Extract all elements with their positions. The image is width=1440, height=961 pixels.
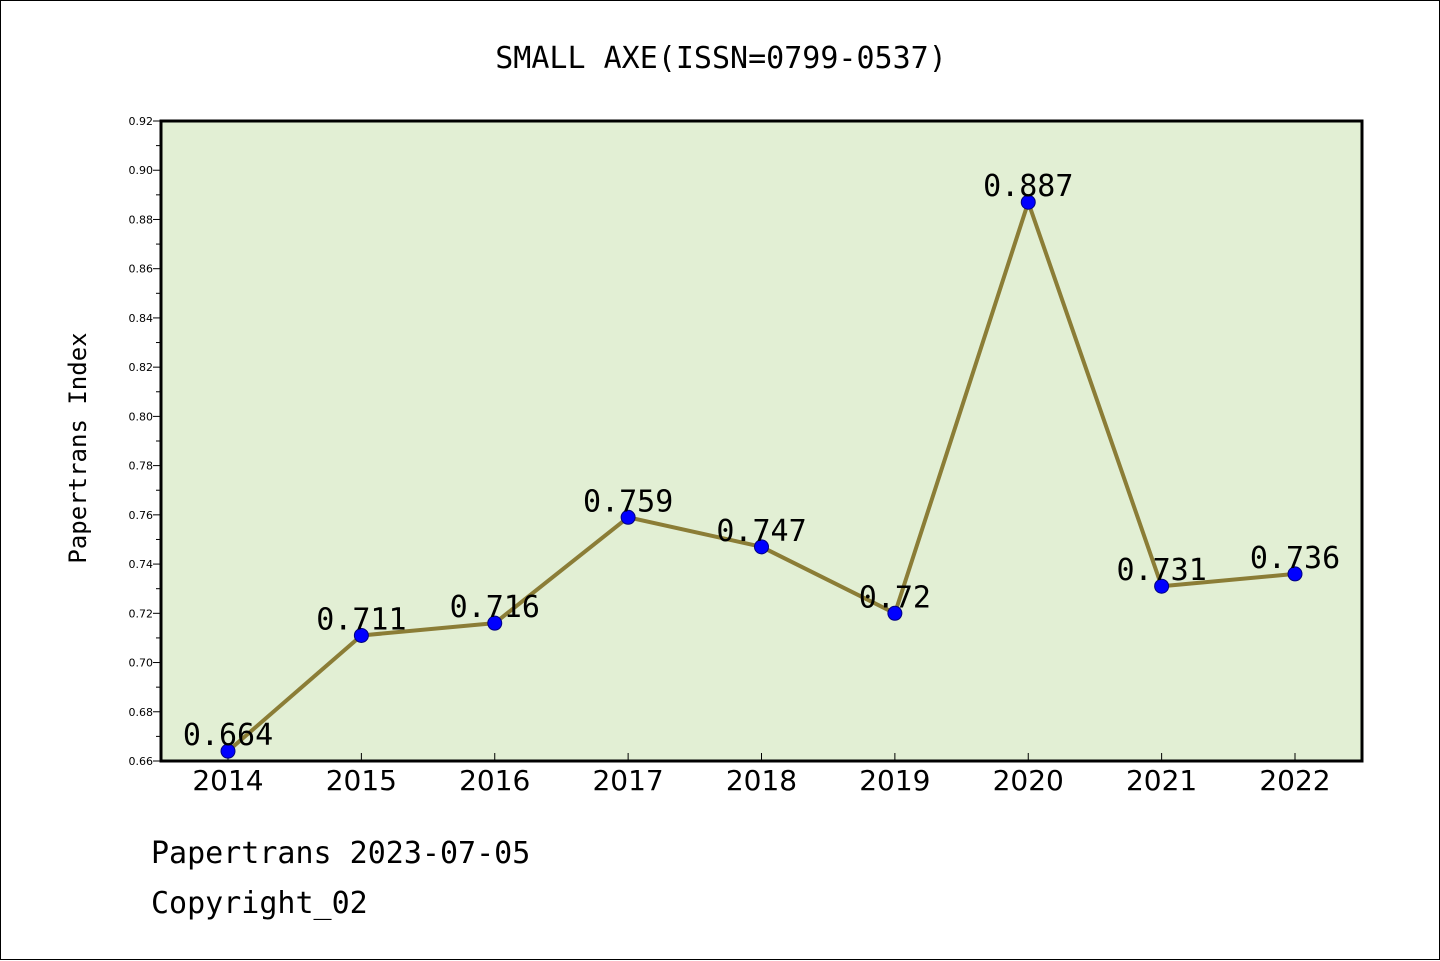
footer-date: Papertrans 2023-07-05 — [151, 836, 531, 871]
data-label: 0.72 — [859, 580, 931, 615]
x-tick-label: 2021 — [1126, 764, 1197, 797]
data-point — [487, 615, 503, 631]
y-tick-label: 0.74 — [129, 558, 154, 571]
y-tick-label: 0.80 — [129, 410, 154, 423]
x-tick-label: 2016 — [459, 764, 530, 797]
y-axis-label: Papertrans Index — [64, 332, 92, 563]
data-labels: 0.664 0.711 0.716 0.759 0.747 0.72 0.887 0.731 0… — [183, 169, 1340, 753]
data-points — [220, 194, 1303, 759]
y-tick-label: 0.68 — [129, 706, 154, 719]
data-label: 0.887 — [983, 169, 1073, 204]
x-axis: 2014 2015 2016 2017 2018 2019 2020 2021 2022 — [192, 753, 1331, 797]
y-tick-label: 0.66 — [129, 755, 154, 768]
y-tick-label: 0.92 — [129, 115, 154, 128]
x-tick-label: 2017 — [592, 764, 663, 797]
y-tick-label: 0.90 — [129, 164, 154, 177]
plot-area — [161, 121, 1362, 761]
data-label: 0.664 — [183, 718, 273, 753]
y-tick-label: 0.88 — [129, 213, 154, 226]
x-tick-label: 2015 — [326, 764, 397, 797]
y-tick-label: 0.70 — [129, 657, 154, 670]
y-tick-label: 0.76 — [129, 509, 154, 522]
y-axis: 0.66 0.68 0.70 0.72 0.74 0.76 0.78 0.80 0.82 0.84… — [129, 115, 161, 768]
data-point — [887, 605, 903, 621]
data-label: 0.736 — [1250, 541, 1340, 576]
footer-copyright: Copyright_02 — [151, 886, 368, 921]
data-label: 0.711 — [316, 602, 406, 637]
data-label: 0.759 — [583, 484, 673, 519]
data-label: 0.716 — [450, 590, 540, 625]
y-tick-label: 0.78 — [129, 460, 154, 473]
plot-border — [159, 119, 1364, 763]
x-tick-label: 2020 — [993, 764, 1064, 797]
data-label: 0.731 — [1116, 553, 1206, 588]
y-tick-label: 0.86 — [129, 263, 154, 276]
x-tick-label: 2014 — [192, 764, 263, 797]
x-tick-label: 2018 — [726, 764, 797, 797]
data-label: 0.747 — [716, 514, 806, 549]
data-point — [754, 539, 769, 555]
data-point — [620, 509, 636, 525]
y-tick-label: 0.84 — [129, 312, 154, 325]
y-tick-label: 0.82 — [129, 361, 154, 374]
data-point — [1020, 194, 1036, 210]
data-point — [1154, 578, 1170, 594]
data-point — [1287, 566, 1303, 582]
x-tick-label: 2022 — [1259, 764, 1330, 797]
data-point — [220, 743, 236, 759]
chart-title: SMALL AXE(ISSN=0799-0537) — [495, 41, 947, 76]
y-tick-label: 0.72 — [129, 607, 154, 620]
x-tick-label: 2019 — [859, 764, 930, 797]
data-point — [353, 627, 369, 643]
